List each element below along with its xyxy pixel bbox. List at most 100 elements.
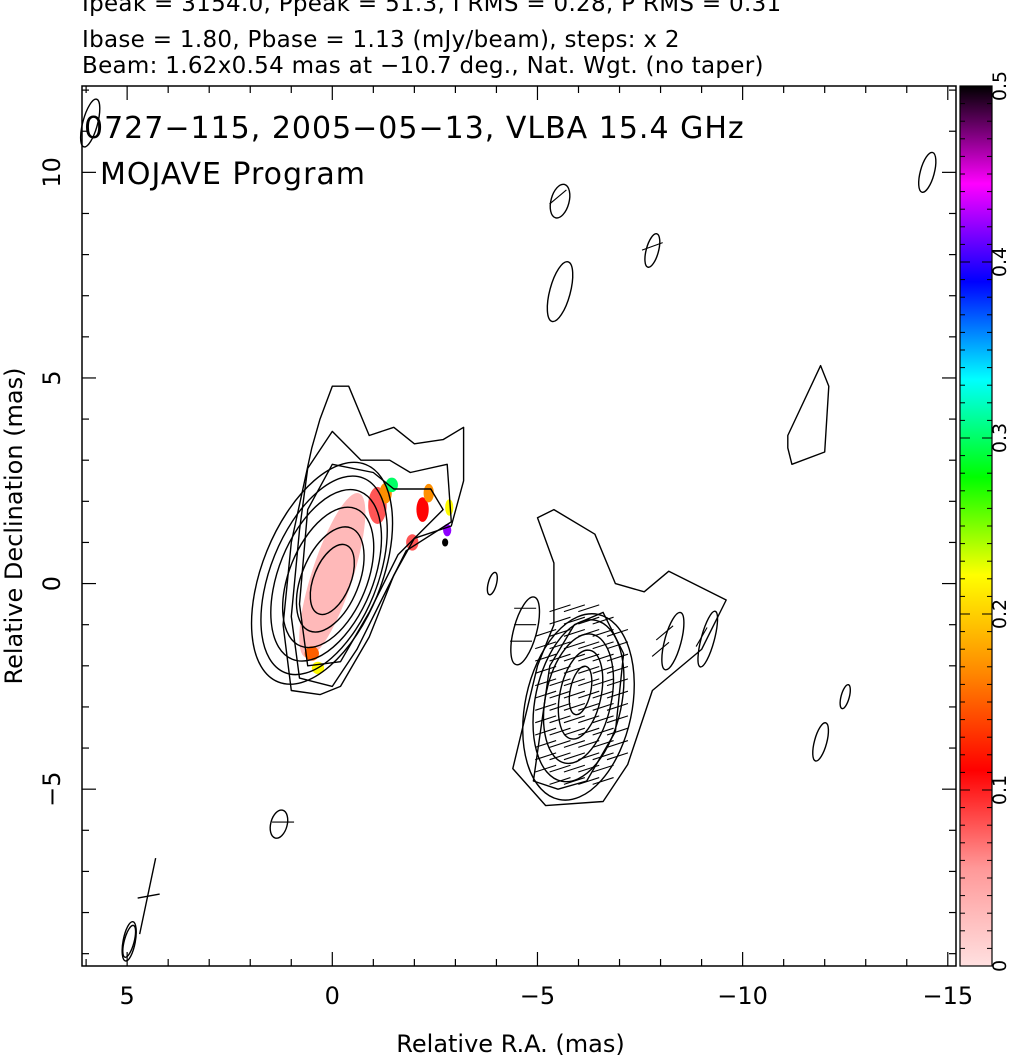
polarization-vector [563,628,586,637]
polarization-vector [592,777,614,785]
polarization-vector [549,740,571,748]
polarization-vector [592,666,614,674]
minor-component-contour [839,683,852,710]
southern-component-contour [557,649,604,740]
polarization-vector [549,628,571,637]
minor-component-contour [269,809,289,839]
southern-jet-inner-contour [532,611,625,790]
polarization-pixel [299,492,366,658]
plot-frame [81,85,957,967]
polarization-vector [606,628,629,637]
minor-component-contour [917,151,937,193]
polarization-vector [695,627,708,647]
polarization-vector [578,628,600,637]
polarization-vector [592,678,614,687]
polarization-vector [549,189,567,205]
polarization-vector [606,703,629,711]
polarization-vector [563,740,586,748]
beam-ellipse [121,857,160,962]
polarization-vector [549,715,571,724]
x-tick-label: −15 [922,982,973,1010]
polarization-vector [535,628,557,637]
polarization-vector [549,777,571,785]
polarization-vector [535,666,557,674]
polarization-vector [535,678,557,687]
southern-jet-outer-contour [512,508,727,807]
polarization-vector [563,777,586,785]
polarization-vector [592,641,614,650]
polarization-vector [606,690,629,699]
polarization-vector [563,616,586,625]
polarization-vector [578,653,600,662]
polarization-vector [535,727,557,736]
polarization-vector [563,678,586,687]
plot-subtitle: MOJAVE Program [100,157,366,192]
polarization-vector [563,653,586,662]
colorbar-tick-label: 0.2 [989,599,1011,629]
y-axis-label: Relative Declination (mas) [0,367,28,685]
colorbar-tick-label: 0.3 [989,423,1011,453]
polarization-vector [606,653,629,662]
polarization-vector [563,666,586,674]
jet-contour-2 [290,430,452,688]
core-contour [309,543,356,616]
polarization-vector [578,641,600,650]
east-blob-contour [787,364,830,465]
polarization-vector [578,690,600,699]
polarization-vector [578,666,600,674]
y-tick-label: 10 [38,157,66,188]
colorbar-tick-label: 0.4 [989,247,1011,277]
polarization-vector [549,727,571,736]
polarization-vector [563,715,586,724]
polarization-vector [592,752,614,761]
minor-component-contour [486,571,498,596]
core-contour [270,488,383,662]
polarization-vector [578,715,600,724]
polarization-vector [592,703,614,711]
polarization-vector [578,752,600,761]
polarization-vector [549,604,571,613]
polarization-vector [606,678,629,687]
header-line-base: Ibase = 1.80, Pbase = 1.13 (mJy/beam), s… [82,27,680,53]
core-contour [281,506,375,649]
polarization-vector [549,653,571,662]
polarization-vector [606,641,629,650]
colorbar [959,85,993,967]
polarization-vector [606,727,629,736]
minor-component-contour [661,611,685,671]
polarization-pixel [304,646,319,661]
minor-component-contour [510,596,541,666]
x-axis-label: Relative R.A. (mas) [396,1030,625,1058]
polarization-pixel [445,499,454,516]
polarization-vector [578,727,600,736]
polarization-vector [592,740,614,748]
polarization-vector [563,641,586,650]
colorbar-ticks: 0 0.1 0.2 0.3 0.4 0.5 [960,71,1011,972]
polarization-vector [549,678,571,687]
minor-component-contour [546,260,574,323]
polarization-vector [549,666,571,674]
polarization-vector [549,616,571,625]
polarization-vector [563,764,586,773]
polarization-vector [535,764,557,773]
polarization-vector [578,740,600,748]
header-line-peak: Ipeak = 3154.0, Ppeak = 51.3, I RMS = 0.… [82,0,782,17]
x-tick-label: 5 [119,982,134,1010]
beam-minor-axis [137,893,160,899]
polarization-vector [592,690,614,699]
polarization-vector [592,764,614,773]
beam-outline [121,920,137,962]
polarization-vector [535,653,557,662]
polarization-vector [578,604,600,613]
jet-contour-3 [298,463,444,667]
polarization-vectors [272,189,708,823]
polarization-vector [578,678,600,687]
y-tick-label: 0 [38,576,66,591]
polarization-vector [535,740,557,748]
polarization-vector [606,666,629,674]
y-tick-label: 5 [38,370,66,385]
polarization-vector [549,752,571,761]
minor-component-contour [644,233,661,268]
polarization-vector [592,715,614,724]
core-contour [295,526,365,633]
